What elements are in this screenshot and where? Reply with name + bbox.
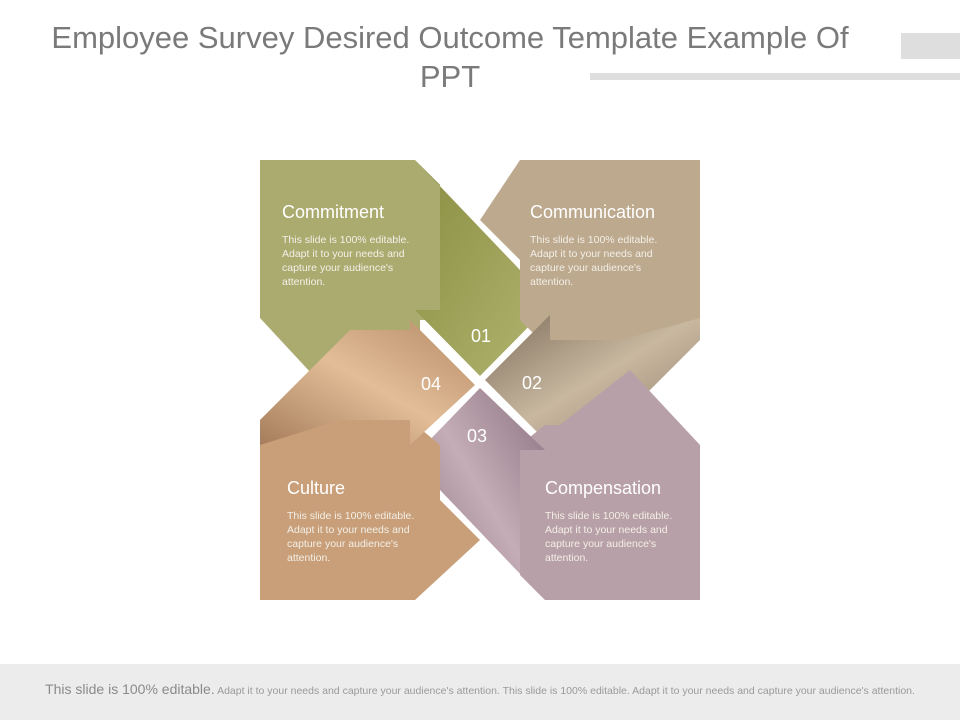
compensation-arrow-fold (420, 388, 545, 600)
step-number-04: 04 (420, 374, 442, 394)
decorative-line (590, 73, 960, 80)
compensation-heading: Compensation (545, 478, 662, 498)
page-title: Employee Survey Desired Outcome Template… (51, 20, 849, 94)
footer-lead: This slide is 100% editable. (45, 681, 215, 697)
communication-heading: Communication (530, 202, 656, 222)
commitment-description: This slide is 100% editable. Adapt it to… (282, 234, 410, 288)
step-number-03: 03 (466, 426, 488, 446)
compensation-description: This slide is 100% editable. Adapt it to… (545, 510, 673, 564)
culture-arrow-fold (260, 320, 475, 445)
culture-description: This slide is 100% editable. Adapt it to… (287, 510, 415, 564)
footer-body: Adapt it to your needs and capture your … (217, 685, 915, 697)
commitment-arrow-fold (415, 160, 545, 376)
step-number-01: 01 (470, 326, 492, 346)
footer-text: This slide is 100% editable. Adapt it to… (30, 682, 930, 698)
commitment-heading: Commitment (282, 202, 385, 222)
culture-heading: Culture (287, 478, 346, 498)
step-number-02: 02 (521, 373, 543, 393)
footer-bar (0, 664, 960, 720)
compensation-arrow-shape (520, 370, 700, 600)
communication-description: This slide is 100% editable. Adapt it to… (530, 234, 658, 288)
communication-arrow-fold (485, 315, 700, 445)
decorative-block (901, 33, 960, 59)
